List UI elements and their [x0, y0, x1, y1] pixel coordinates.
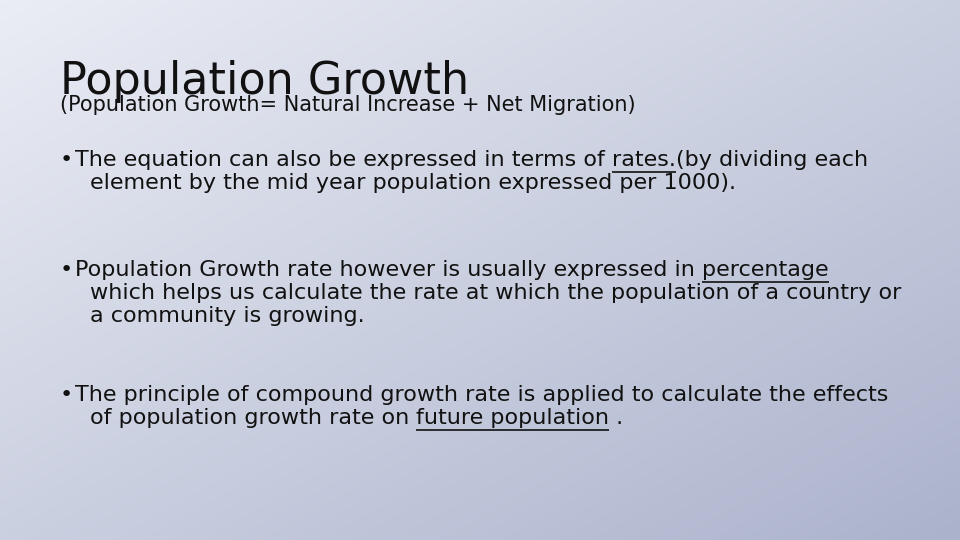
Text: future population: future population — [417, 408, 610, 428]
Text: The principle of compound growth rate is applied to calculate the effects: The principle of compound growth rate is… — [75, 385, 888, 405]
Text: •: • — [60, 385, 73, 405]
Text: a community is growing.: a community is growing. — [90, 306, 365, 326]
Text: The equation can also be expressed in terms of: The equation can also be expressed in te… — [75, 150, 612, 170]
Text: which helps us calculate the rate at which the population of a country or: which helps us calculate the rate at whi… — [90, 283, 901, 303]
Text: Population Growth: Population Growth — [60, 60, 469, 103]
Text: •: • — [60, 260, 73, 280]
Text: Population Growth rate however is usually expressed in: Population Growth rate however is usuall… — [75, 260, 702, 280]
Text: •: • — [60, 150, 73, 170]
Text: (Population Growth= Natural Increase + Net Migration): (Population Growth= Natural Increase + N… — [60, 95, 636, 115]
Text: (by dividing each: (by dividing each — [676, 150, 868, 170]
Text: of population growth rate on: of population growth rate on — [90, 408, 417, 428]
Text: .: . — [610, 408, 623, 428]
Text: rates.: rates. — [612, 150, 676, 170]
Text: element by the mid year population expressed per 1000).: element by the mid year population expre… — [90, 173, 736, 193]
Text: percentage: percentage — [702, 260, 828, 280]
